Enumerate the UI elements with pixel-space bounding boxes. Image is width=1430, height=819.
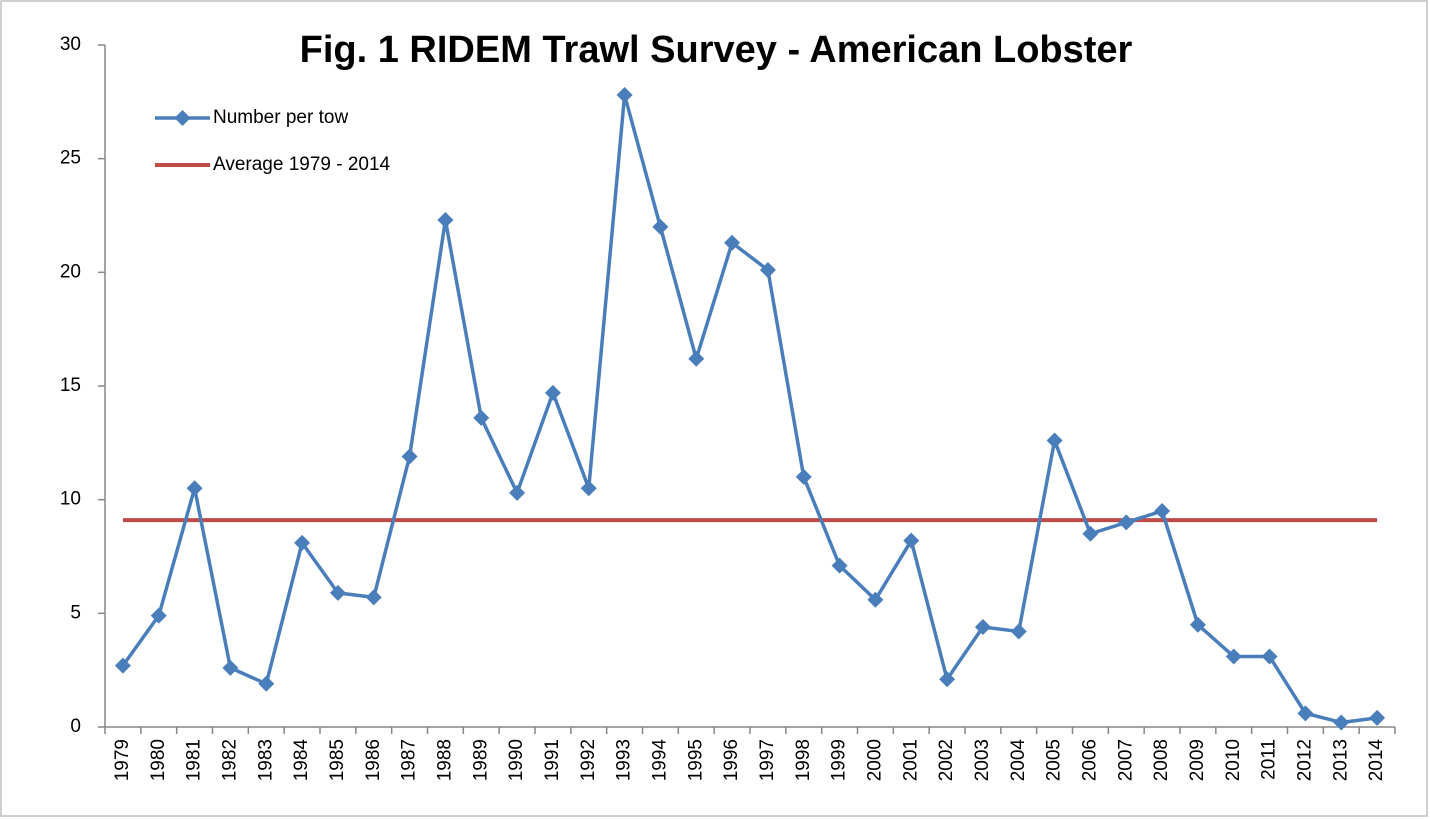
data-point <box>939 671 956 688</box>
x-tick-label: 1982 <box>219 739 240 781</box>
y-tick-label: 15 <box>60 375 81 396</box>
x-tick-label: 1988 <box>434 739 455 781</box>
y-tick-label: 0 <box>70 716 81 737</box>
x-tick-label: 2007 <box>1115 739 1136 781</box>
data-point <box>150 607 167 624</box>
data-point <box>473 409 490 426</box>
y-tick-label: 10 <box>60 489 81 510</box>
data-point <box>867 591 884 608</box>
x-tick-label: 1979 <box>112 739 133 781</box>
x-tick-label: 1992 <box>578 739 599 781</box>
x-tick-label: 2006 <box>1079 739 1100 781</box>
x-tick-label: 1993 <box>614 739 635 781</box>
chart-title: Fig. 1 RIDEM Trawl Survey - American Lob… <box>300 29 1133 71</box>
data-point <box>401 448 418 465</box>
data-point <box>114 657 131 674</box>
x-tick-label: 2010 <box>1223 739 1244 781</box>
x-tick-label: 1981 <box>184 739 205 781</box>
data-point <box>759 262 776 279</box>
x-tick-label: 1984 <box>291 739 312 782</box>
data-point <box>294 534 311 551</box>
x-tick-label: 2009 <box>1187 739 1208 781</box>
x-tick-label: 1995 <box>685 739 706 781</box>
data-point <box>795 468 812 485</box>
x-tick-label: 2000 <box>864 739 885 781</box>
data-point <box>1261 648 1278 665</box>
data-point <box>1189 616 1206 633</box>
x-tick-label: 1997 <box>757 739 778 781</box>
data-point <box>544 384 561 401</box>
x-tick-label: 1991 <box>542 739 563 781</box>
x-tick-label: 1994 <box>649 739 670 782</box>
x-tick-label: 1990 <box>506 739 527 781</box>
data-point <box>437 212 454 229</box>
x-tick-label: 1983 <box>255 739 276 781</box>
y-tick-label: 25 <box>60 148 81 169</box>
x-tick-label: 2011 <box>1259 739 1280 780</box>
data-point <box>1046 432 1063 449</box>
data-point <box>1333 714 1350 731</box>
series-line <box>121 93 1378 725</box>
data-point <box>1297 705 1314 722</box>
x-tick-label: 2003 <box>972 739 993 781</box>
data-point <box>616 87 633 104</box>
y-tick-label: 30 <box>60 34 81 55</box>
data-point <box>222 659 239 676</box>
x-tick-label: 1996 <box>721 739 742 781</box>
data-point <box>580 480 597 497</box>
x-tick-label: 1980 <box>148 739 169 781</box>
legend-label: Average 1979 - 2014 <box>213 154 391 175</box>
data-point <box>652 218 669 235</box>
x-tick-label: 1998 <box>793 739 814 781</box>
legend-label: Number per tow <box>213 107 348 128</box>
x-tick-label: 1987 <box>399 739 420 781</box>
data-point <box>831 557 848 574</box>
y-tick-label: 20 <box>60 261 81 282</box>
data-point <box>329 584 346 601</box>
data-point <box>688 350 705 367</box>
data-point <box>186 480 203 497</box>
data-point <box>974 618 991 635</box>
data-point <box>509 484 526 501</box>
legend-marker <box>174 110 191 126</box>
data-point <box>1369 709 1386 726</box>
y-tick-label: 5 <box>70 602 81 623</box>
data-point <box>1010 623 1027 640</box>
x-tick-label: 2002 <box>936 739 957 781</box>
data-point <box>1082 525 1099 542</box>
x-tick-label: 1989 <box>470 739 491 781</box>
x-tick-label: 1985 <box>327 739 348 781</box>
data-point <box>258 675 275 692</box>
data-point <box>724 234 741 251</box>
x-tick-label: 2005 <box>1044 739 1065 781</box>
x-tick-label: 2008 <box>1151 739 1172 781</box>
x-tick-label: 1986 <box>363 739 384 781</box>
x-tick-label: 2001 <box>900 739 921 781</box>
x-tick-label: 2004 <box>1008 739 1029 782</box>
x-tick-label: 2012 <box>1294 739 1315 781</box>
data-point <box>903 532 920 549</box>
data-point <box>1154 503 1171 520</box>
x-tick-label: 2014 <box>1366 739 1387 782</box>
data-point <box>1225 648 1242 665</box>
data-point <box>365 589 382 606</box>
x-tick-label: 2013 <box>1330 739 1351 781</box>
x-tick-label: 1999 <box>829 739 850 781</box>
data-point <box>1118 514 1135 531</box>
